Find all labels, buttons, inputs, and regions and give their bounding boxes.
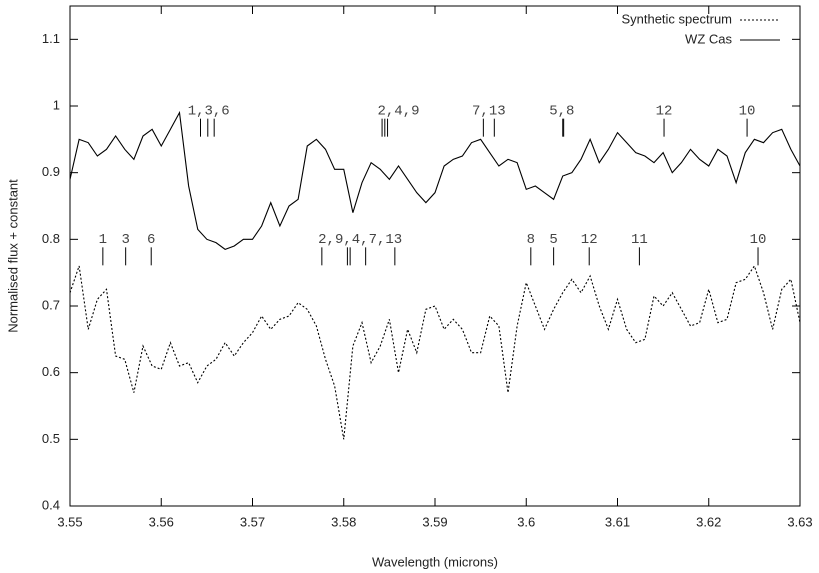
line-id-label: 6 [147, 232, 155, 248]
line-id-label: 5,8 [549, 103, 574, 119]
x-tick-label: 3.6 [517, 514, 535, 529]
x-axis-label: Wavelength (microns) [372, 554, 498, 569]
x-tick-label: 3.62 [696, 514, 721, 529]
x-tick-label: 3.55 [57, 514, 82, 529]
legend-label: Synthetic spectrum [621, 11, 732, 26]
y-tick-label: 0.5 [42, 431, 60, 446]
y-tick-label: 0.7 [42, 297, 60, 312]
line-id-label: 1,3,6 [188, 103, 230, 119]
y-tick-label: 0.6 [42, 364, 60, 379]
line-id-label: 11 [631, 232, 648, 248]
line-id-label: 7,13 [472, 103, 506, 119]
x-tick-label: 3.58 [331, 514, 356, 529]
line-id-label: 10 [750, 232, 767, 248]
x-tick-label: 3.61 [605, 514, 630, 529]
series-line [69, 264, 801, 440]
y-tick-label: 0.4 [42, 497, 60, 512]
line-id-label: 2,9,4,7,13 [318, 232, 402, 248]
line-id-label: 3 [121, 232, 129, 248]
line-id-label: 1 [99, 232, 107, 248]
line-id-label: 12 [581, 232, 598, 248]
line-id-label: 12 [656, 103, 673, 119]
x-tick-label: 3.56 [149, 514, 174, 529]
y-tick-label: 0.9 [42, 164, 60, 179]
x-tick-label: 3.59 [422, 514, 447, 529]
x-tick-label: 3.63 [787, 514, 812, 529]
line-id-label: 5 [549, 232, 557, 248]
line-id-label: 8 [527, 232, 535, 248]
x-tick-label: 3.57 [240, 514, 265, 529]
y-tick-label: 1 [53, 97, 60, 112]
y-tick-label: 0.8 [42, 231, 60, 246]
series-line [69, 110, 801, 250]
line-id-label: 10 [739, 103, 756, 119]
legend-label: WZ Cas [685, 31, 732, 46]
plot-frame [69, 5, 801, 507]
y-axis-label: Normalised flux + constant [5, 179, 20, 333]
y-tick-label: 1.1 [42, 31, 60, 46]
line-id-label: 2,4,9 [377, 103, 419, 119]
